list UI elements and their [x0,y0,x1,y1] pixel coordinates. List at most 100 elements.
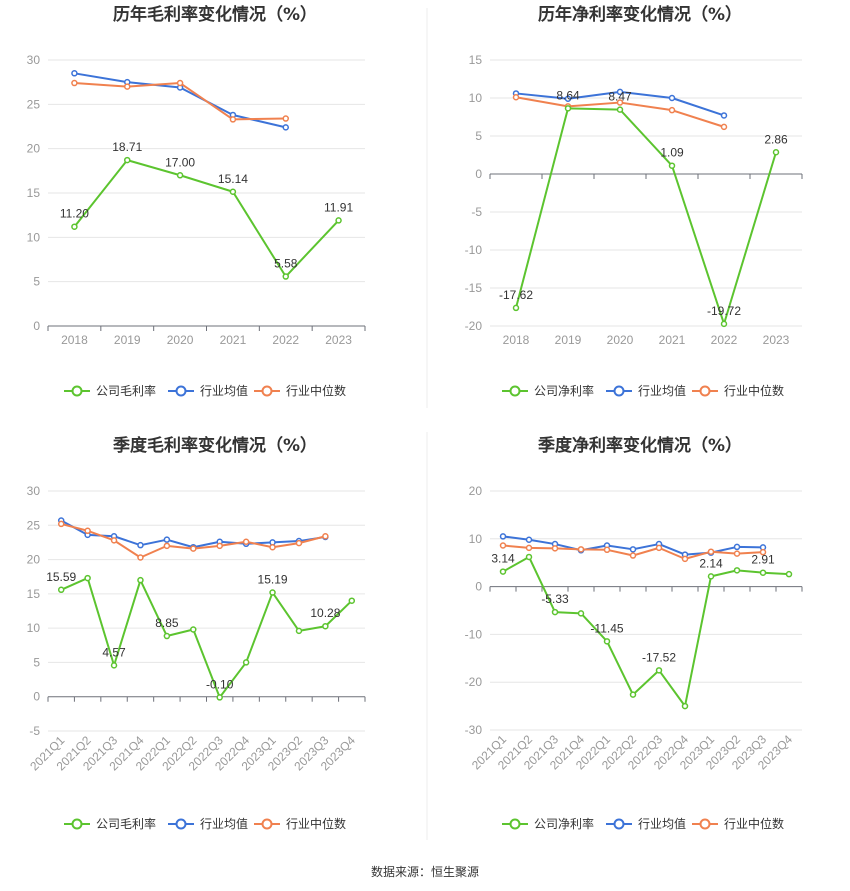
data-point [525,553,533,561]
data-point [335,217,342,224]
legend-swatch-marker [699,818,711,830]
data-point [71,223,78,230]
data-point [176,172,184,179]
y-tick-label: 25 [27,518,41,532]
data-point [71,70,78,77]
data-point [655,544,663,552]
data-point [110,662,118,669]
data-label: 15.59 [46,570,76,584]
legend-label: 公司毛利率 [96,383,156,398]
y-tick-label: 0 [475,167,482,181]
legend-swatch-marker [175,818,187,830]
x-tick-label: 2020 [607,333,634,347]
data-point [551,545,559,552]
y-tick-label: -30 [465,723,483,737]
data-point [681,555,689,563]
legend-label: 行业中位数 [286,816,346,831]
data-point [525,536,533,544]
legend-swatch-marker [71,385,83,397]
data-point [668,162,676,169]
data-point [229,116,237,123]
data-point [322,622,329,630]
chart-title: 历年净利率变化情况（%） [538,4,742,25]
legend-swatch-marker [613,818,625,830]
y-tick-label: 15 [27,587,41,601]
data-point [616,88,624,96]
data-label: 5.58 [274,257,298,271]
data-label: -19.72 [707,304,741,318]
data-point [124,156,131,164]
data-label: 15.14 [218,172,248,186]
data-label: 11.91 [324,200,353,214]
data-point [733,550,741,557]
y-tick-label: -20 [465,319,483,333]
data-point [282,115,289,122]
data-label: 4.57 [102,645,126,659]
y-tick-label: 0 [33,319,40,333]
data-label: 15.19 [258,573,288,587]
data-point [269,589,276,596]
data-point [616,106,624,113]
data-point [668,106,676,114]
x-tick-label: 2021 [659,333,686,347]
data-point [269,543,276,551]
series-line [73,159,340,278]
legend-label: 行业中位数 [724,383,784,398]
data-label: 2.91 [751,553,775,567]
data-point [629,552,637,559]
x-tick-label: 2018 [61,333,88,347]
chart-title: 季度毛利率变化情况（%） [113,435,317,456]
data-point [733,567,741,574]
data-label: 10.28 [310,606,340,620]
data-point [190,545,197,552]
data-point [668,94,676,102]
y-tick-label: 20 [469,484,483,498]
y-tick-label: 25 [27,97,41,111]
data-point [564,95,572,103]
data-point [655,667,663,674]
data-point [137,541,144,549]
series-line [60,519,326,549]
legend-swatch-marker [509,385,521,397]
data-label: 17.00 [165,155,195,169]
data-point [759,548,767,556]
data-point [110,537,118,544]
data-point [564,105,572,112]
x-tick-label: 2022 [272,333,299,347]
x-tick-label: 2018 [503,333,530,347]
y-tick-label: -5 [29,724,40,738]
x-tick-label: 2019 [555,333,582,347]
chart-title: 季度净利率变化情况（%） [538,435,742,456]
y-tick-label: -10 [465,627,483,641]
legend-swatch-marker [613,385,625,397]
x-tick-label: 2022 [711,333,738,347]
data-point [84,574,91,582]
data-point [733,543,741,551]
data-point [163,536,171,543]
legend-label: 行业均值 [200,383,248,398]
data-point [603,638,611,645]
data-label: -11.45 [590,621,623,635]
y-tick-label: -10 [465,243,483,257]
data-point [216,694,223,701]
y-tick-label: -15 [465,281,483,295]
data-label: 8.85 [155,616,179,630]
data-point [295,539,303,547]
series-line [515,107,777,325]
data-point [707,548,715,555]
data-point [71,79,78,87]
y-tick-label: 10 [27,230,41,244]
legend-label: 行业均值 [638,816,686,831]
data-point [282,273,289,280]
data-point [720,112,728,119]
data-point [629,691,637,698]
chart-title: 历年毛利率变化情况（%） [113,4,317,25]
legend-label: 公司净利率 [534,816,594,831]
data-label: 3.14 [491,552,515,566]
y-tick-label: 20 [27,142,41,156]
legend-label: 公司净利率 [534,383,594,398]
data-point [295,627,303,635]
data-point [577,546,585,553]
data-label: 11.20 [60,207,89,221]
data-point [499,568,507,575]
